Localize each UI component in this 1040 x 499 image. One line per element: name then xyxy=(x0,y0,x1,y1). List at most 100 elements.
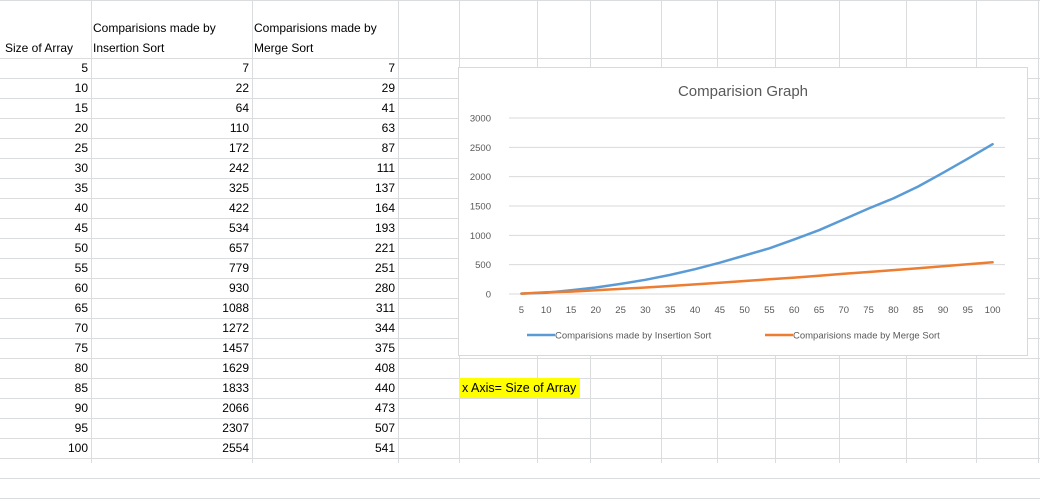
grid-column-line xyxy=(252,0,253,463)
x-tick-label: 25 xyxy=(615,305,626,316)
x-tick-label: 40 xyxy=(690,305,701,316)
cell-insertion[interactable]: 534 xyxy=(228,221,249,235)
cell-size[interactable]: 10 xyxy=(74,81,88,95)
cell-insertion[interactable]: 242 xyxy=(228,161,249,175)
x-tick-label: 35 xyxy=(665,305,676,316)
grid-row-line xyxy=(0,398,1040,399)
x-tick-label: 75 xyxy=(863,305,874,316)
header-size-of-array[interactable]: Size of Array xyxy=(5,41,74,55)
cell-merge[interactable]: 137 xyxy=(374,181,395,195)
cell-merge[interactable]: 375 xyxy=(374,341,395,355)
legend-label-insertion: Comparisions made by Insertion Sort xyxy=(555,331,712,342)
cell-size[interactable]: 40 xyxy=(74,201,88,215)
cell-merge[interactable]: 111 xyxy=(376,161,395,175)
x-tick-label: 60 xyxy=(789,305,800,316)
grid-row-line xyxy=(0,458,1040,459)
cell-insertion[interactable]: 2307 xyxy=(222,421,249,435)
header-merge-line2[interactable]: Merge Sort xyxy=(254,41,314,55)
x-tick-label: 20 xyxy=(591,305,602,316)
cell-size[interactable]: 5 xyxy=(81,61,88,75)
legend-label-merge: Comparisions made by Merge Sort xyxy=(793,331,940,342)
cell-merge[interactable]: 251 xyxy=(374,261,395,275)
chart-canvas: Comparision Graph 0 500 1000 1500 2000 2500 300… xyxy=(470,83,1005,342)
cell-size[interactable]: 65 xyxy=(74,301,88,315)
cell-insertion[interactable]: 1833 xyxy=(222,381,249,395)
cell-insertion[interactable]: 1088 xyxy=(222,301,249,315)
grid-row-line xyxy=(0,418,1040,419)
y-tick-label: 3000 xyxy=(470,114,491,125)
cell-merge[interactable]: 408 xyxy=(374,361,395,375)
cell-merge[interactable]: 63 xyxy=(381,121,395,135)
cell-size[interactable]: 20 xyxy=(74,121,88,135)
x-tick-label: 70 xyxy=(839,305,850,316)
cell-merge[interactable]: 344 xyxy=(374,321,395,335)
cell-insertion[interactable]: 930 xyxy=(228,281,249,295)
cell-insertion[interactable]: 325 xyxy=(228,181,249,195)
cell-size[interactable]: 70 xyxy=(74,321,88,335)
insertion-sort-line xyxy=(520,142,994,295)
cell-insertion[interactable]: 2066 xyxy=(222,401,249,415)
cell-merge[interactable]: 7 xyxy=(388,61,395,75)
cell-merge[interactable]: 311 xyxy=(375,301,395,315)
header-insertion-line1[interactable]: Comparisions made by xyxy=(93,21,216,35)
cell-merge[interactable]: 507 xyxy=(374,421,395,435)
cell-merge[interactable]: 87 xyxy=(381,141,395,155)
cell-insertion[interactable]: 7 xyxy=(242,61,249,75)
cell-size[interactable]: 85 xyxy=(74,381,88,395)
x-tick-label: 95 xyxy=(963,305,974,316)
cell-merge[interactable]: 221 xyxy=(374,241,395,255)
cell-insertion[interactable]: 22 xyxy=(235,81,249,95)
x-tick-label: 100 xyxy=(985,305,1001,316)
header-insertion-line2[interactable]: Insertion Sort xyxy=(93,41,165,55)
cell-merge[interactable]: 164 xyxy=(374,201,395,215)
cell-size[interactable]: 90 xyxy=(74,401,88,415)
merge-sort-line xyxy=(520,261,994,295)
x-axis-note[interactable]: x Axis= Size of Array xyxy=(459,378,581,398)
grid-column-line xyxy=(398,0,399,463)
cell-insertion[interactable]: 779 xyxy=(228,261,249,275)
grid-row-line xyxy=(0,438,1040,439)
cell-insertion[interactable]: 172 xyxy=(228,141,249,155)
cell-insertion[interactable]: 64 xyxy=(235,101,249,115)
x-tick-label: 80 xyxy=(888,305,899,316)
x-tick-label: 30 xyxy=(640,305,651,316)
cell-merge[interactable]: 29 xyxy=(381,81,395,95)
cell-size[interactable]: 55 xyxy=(74,261,88,275)
grid-column-line xyxy=(1038,0,1039,463)
header-merge-line1[interactable]: Comparisions made by xyxy=(254,21,377,35)
cell-insertion[interactable]: 1272 xyxy=(222,321,249,335)
x-tick-label: 10 xyxy=(541,305,552,316)
cell-insertion[interactable]: 2554 xyxy=(222,441,249,455)
cell-size[interactable]: 15 xyxy=(74,101,88,115)
cell-size[interactable]: 95 xyxy=(74,421,88,435)
cell-size[interactable]: 60 xyxy=(74,281,88,295)
cell-merge[interactable]: 541 xyxy=(374,441,395,455)
grid-row-line xyxy=(0,358,1040,359)
cell-merge[interactable]: 41 xyxy=(381,101,395,115)
cell-insertion[interactable]: 110 xyxy=(229,121,249,135)
x-tick-label: 55 xyxy=(764,305,775,316)
x-tick-label: 90 xyxy=(938,305,949,316)
cell-merge[interactable]: 440 xyxy=(374,381,395,395)
cell-size[interactable]: 80 xyxy=(74,361,88,375)
cell-size[interactable]: 75 xyxy=(74,341,88,355)
cell-insertion[interactable]: 422 xyxy=(228,201,249,215)
cell-size[interactable]: 50 xyxy=(74,241,88,255)
grid-row-line xyxy=(0,0,1040,1)
cell-insertion[interactable]: 1629 xyxy=(222,361,249,375)
cell-insertion[interactable]: 1457 xyxy=(222,341,249,355)
grid-row-line xyxy=(0,58,1040,59)
y-tick-label: 2000 xyxy=(470,172,491,183)
chart-title: Comparision Graph xyxy=(678,83,808,100)
cell-merge[interactable]: 473 xyxy=(374,401,395,415)
cell-size[interactable]: 30 xyxy=(74,161,88,175)
cell-insertion[interactable]: 657 xyxy=(228,241,249,255)
cell-merge[interactable]: 280 xyxy=(374,281,395,295)
cell-size[interactable]: 45 xyxy=(74,221,88,235)
cell-merge[interactable]: 193 xyxy=(374,221,395,235)
comparison-chart[interactable]: Comparision Graph 0 500 1000 1500 2000 2500 300… xyxy=(458,67,1028,356)
cell-size[interactable]: 100 xyxy=(67,441,88,455)
cell-size[interactable]: 35 xyxy=(74,181,88,195)
cell-size[interactable]: 25 xyxy=(74,141,88,155)
y-tick-label: 1500 xyxy=(470,202,491,213)
